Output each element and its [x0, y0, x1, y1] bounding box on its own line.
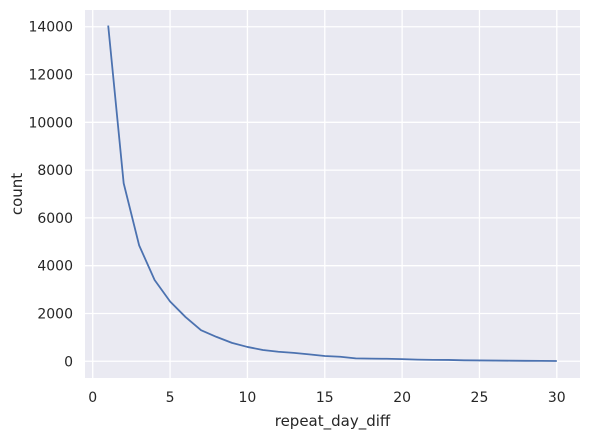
y-tick-label: 6000	[37, 211, 73, 227]
x-tick-label: 25	[471, 390, 489, 406]
x-tick-label: 10	[239, 390, 257, 406]
x-tick-label: 0	[88, 390, 97, 406]
plot-area	[85, 10, 580, 378]
x-tick-label: 20	[393, 390, 411, 406]
y-tick-label: 12000	[28, 68, 73, 84]
x-tick-label: 30	[548, 390, 566, 406]
x-tick-label: 15	[316, 390, 334, 406]
x-axis-label: repeat_day_diff	[275, 412, 391, 431]
y-tick-label: 14000	[28, 20, 73, 36]
y-tick-label: 0	[64, 354, 73, 370]
y-tick-label: 2000	[37, 306, 73, 322]
x-tick-labels: 0 5 10 15 20 25 30	[88, 390, 565, 406]
y-tick-label: 10000	[28, 115, 73, 131]
y-tick-label: 4000	[37, 259, 73, 275]
x-tick-label: 5	[166, 390, 175, 406]
y-axis-label: count	[8, 173, 26, 215]
y-tick-labels: 0 2000 4000 6000 8000 10000 12000 14000	[28, 20, 73, 371]
y-tick-label: 8000	[37, 163, 73, 179]
